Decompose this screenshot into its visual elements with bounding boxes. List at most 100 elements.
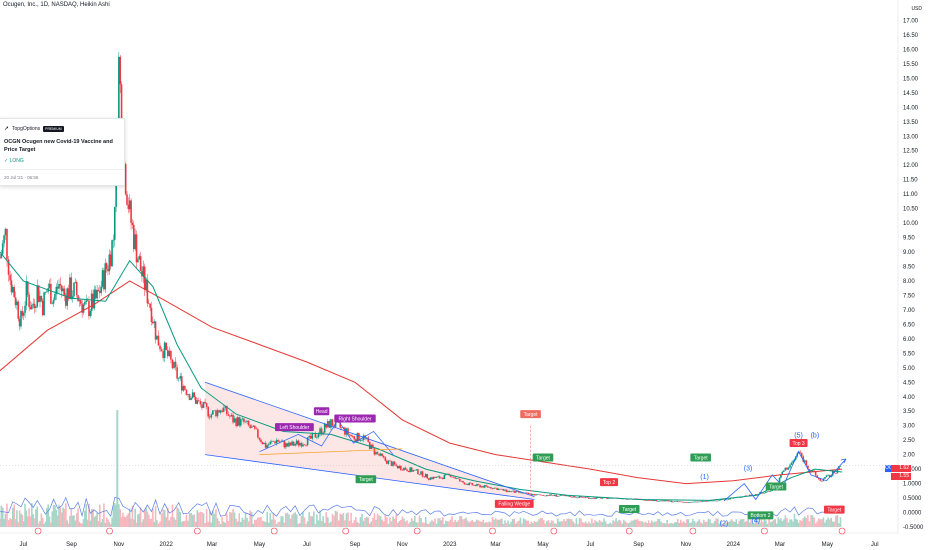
candle-body bbox=[654, 499, 656, 501]
volume-bar bbox=[361, 513, 363, 527]
y-tick-label: 11.50 bbox=[903, 178, 918, 184]
candle-body bbox=[331, 419, 334, 426]
candle-body bbox=[560, 494, 562, 496]
candle-body bbox=[584, 497, 587, 499]
idea-card[interactable]: ➚ TopgOptions PREMIUM OCGN Ocugen new Co… bbox=[0, 118, 125, 186]
volume-bar bbox=[417, 522, 419, 527]
volume-bar bbox=[365, 516, 368, 527]
candle-body bbox=[707, 500, 710, 502]
earnings-marker[interactable] bbox=[838, 527, 846, 535]
earnings-marker[interactable] bbox=[689, 527, 697, 535]
earnings-marker[interactable] bbox=[625, 527, 633, 535]
volume-bar bbox=[12, 507, 14, 527]
idea-headline[interactable]: OCGN Ocugen new Covid-19 Vaccine and Pri… bbox=[4, 139, 113, 153]
volume-bar bbox=[780, 518, 782, 527]
annotation-box bbox=[313, 407, 330, 416]
x-tick-label: 2022 bbox=[160, 542, 174, 548]
candle-body bbox=[827, 474, 829, 476]
candle-body bbox=[258, 437, 261, 440]
candle-body bbox=[278, 441, 281, 443]
candle-body bbox=[406, 469, 408, 471]
y-tick-label: 12.50 bbox=[903, 149, 919, 155]
earnings-marker[interactable] bbox=[761, 527, 768, 535]
candle-body bbox=[108, 254, 111, 272]
candle-body bbox=[483, 485, 486, 488]
candle-body bbox=[400, 465, 402, 470]
volume-bar bbox=[544, 523, 547, 527]
volume-bar bbox=[78, 521, 81, 527]
candle-body bbox=[389, 460, 391, 462]
volume-bar bbox=[692, 518, 694, 527]
volume-bar bbox=[796, 519, 799, 527]
candle-body bbox=[219, 410, 222, 413]
earnings-marker[interactable] bbox=[413, 527, 421, 535]
volume-bar bbox=[154, 505, 157, 527]
idea-date: 20 Jul '21 · 06:55 bbox=[4, 175, 39, 180]
annotation-box bbox=[520, 410, 541, 419]
volume-bar bbox=[412, 520, 415, 527]
candle-body bbox=[156, 335, 158, 340]
candle-body bbox=[713, 500, 716, 502]
candle-body bbox=[41, 300, 44, 316]
earnings-marker[interactable] bbox=[550, 527, 558, 535]
candle-body bbox=[339, 422, 342, 428]
candle-body bbox=[93, 289, 96, 309]
candle-body bbox=[147, 303, 150, 304]
candle-body bbox=[188, 394, 191, 400]
volume-bar bbox=[466, 520, 469, 527]
candle-body bbox=[675, 501, 678, 502]
candle-body bbox=[48, 283, 51, 289]
candle-body bbox=[135, 234, 138, 263]
y-tick-label: 1.5000 bbox=[903, 467, 922, 473]
candle-body bbox=[208, 416, 211, 418]
earnings-marker[interactable] bbox=[194, 527, 201, 535]
volume-bar bbox=[196, 510, 199, 527]
candle-body bbox=[457, 478, 460, 479]
volume-bar bbox=[769, 522, 772, 527]
x-tick-label: May bbox=[822, 542, 833, 548]
candle-body bbox=[119, 56, 122, 85]
x-tick-label: Jul bbox=[871, 542, 879, 548]
volume-bar bbox=[440, 520, 443, 527]
earnings-marker[interactable] bbox=[342, 527, 349, 535]
volume-bar bbox=[266, 511, 269, 527]
volume-bar bbox=[641, 521, 644, 527]
volume-bar bbox=[147, 514, 150, 527]
volume-bar bbox=[199, 511, 202, 527]
volume-bar bbox=[473, 522, 475, 527]
volume-bar bbox=[180, 521, 183, 527]
candle-body bbox=[449, 474, 452, 477]
premium-badge: PREMIUM bbox=[43, 125, 64, 132]
candle-body bbox=[690, 501, 693, 503]
candle-body bbox=[285, 443, 287, 448]
earnings-marker[interactable] bbox=[34, 527, 42, 535]
volume-bar bbox=[247, 521, 250, 527]
volume-bar bbox=[79, 523, 82, 527]
candle-body bbox=[361, 439, 363, 441]
candle-body bbox=[799, 451, 801, 453]
volume-bar bbox=[658, 519, 661, 527]
candle-body bbox=[221, 410, 223, 412]
earnings-marker[interactable] bbox=[106, 527, 113, 535]
volume-bar bbox=[457, 520, 460, 527]
volume-bar bbox=[10, 519, 13, 527]
idea-author[interactable]: ➚ TopgOptions PREMIUM bbox=[4, 125, 64, 132]
earnings-marker[interactable] bbox=[489, 527, 496, 535]
candle-body bbox=[222, 408, 225, 412]
volume-bar bbox=[177, 508, 180, 527]
volume-bar bbox=[564, 521, 567, 527]
earnings-marker[interactable] bbox=[270, 527, 278, 535]
annotation-label: Target bbox=[524, 412, 539, 418]
volume-bar bbox=[630, 520, 633, 527]
volume-bar bbox=[774, 518, 777, 527]
x-tick-label: 2024 bbox=[727, 542, 741, 548]
candle-body bbox=[126, 194, 128, 205]
annotation-box bbox=[789, 439, 808, 448]
y-tick-label: 15.00 bbox=[903, 76, 919, 82]
candle-body bbox=[696, 501, 699, 503]
candle-body bbox=[198, 400, 200, 401]
volume-bar bbox=[235, 518, 237, 527]
volume-bar bbox=[624, 521, 627, 527]
candle-body bbox=[165, 342, 168, 350]
